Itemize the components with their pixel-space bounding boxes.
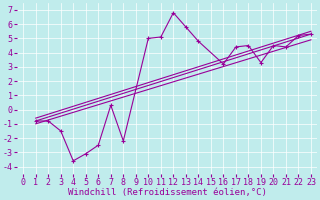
X-axis label: Windchill (Refroidissement éolien,°C): Windchill (Refroidissement éolien,°C) [68,188,267,197]
